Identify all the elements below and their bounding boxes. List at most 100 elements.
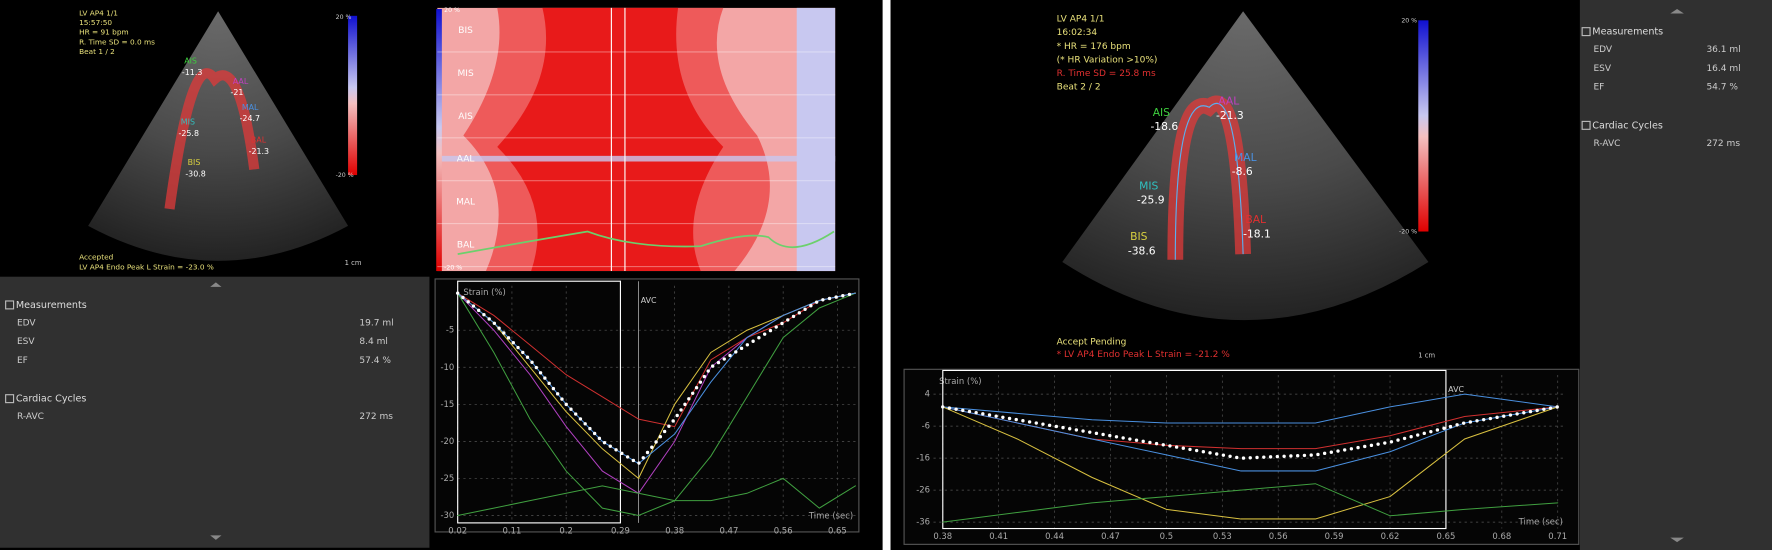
- echo-info: 16:02:34: [1057, 28, 1098, 38]
- segment-value: -11.3: [182, 68, 202, 77]
- segment-curve: [942, 406, 1559, 520]
- cycle-box: [457, 280, 621, 524]
- segment-name: AAL: [1218, 95, 1239, 108]
- roi: [164, 68, 260, 210]
- segment-value: -21.3: [249, 147, 269, 156]
- heatmap-row-label: BAL: [457, 241, 474, 251]
- measure-value: 36.1 ml: [1706, 45, 1740, 55]
- segment-value: -25.8: [179, 129, 199, 138]
- x-tick-label: 0.53: [1213, 531, 1232, 541]
- measure-name: R-AVC: [1593, 139, 1620, 149]
- segment-name: MIS: [181, 117, 195, 126]
- color-scale: [348, 15, 358, 176]
- segment-curve: [942, 406, 1559, 472]
- y-tick-label: 4: [925, 389, 930, 399]
- scale-top: 20 %: [444, 7, 460, 14]
- echo-sector: [88, 11, 349, 261]
- x-tick-label: 0.02: [448, 525, 467, 535]
- measure-name: EDV: [17, 318, 36, 328]
- x-tick-label: 0.65: [828, 525, 847, 535]
- scale-length: 1 cm: [345, 259, 362, 267]
- segment-name: MAL: [242, 103, 259, 112]
- x-axis-label: Time (sec): [808, 511, 853, 521]
- x-tick-label: 0.56: [774, 525, 793, 535]
- scale-length: 1 cm: [1418, 352, 1435, 360]
- segment-name: MAL: [1234, 151, 1257, 164]
- average-curve: [941, 405, 1560, 460]
- section-title: Measurements: [16, 300, 87, 311]
- echo-footer: Accept Pending: [1057, 338, 1127, 348]
- segment-value: -21.3: [1216, 109, 1244, 122]
- segment-value: -18.6: [1150, 120, 1178, 133]
- x-tick-label: 0.44: [1045, 531, 1064, 541]
- y-tick-label: -26: [916, 485, 930, 495]
- avc-label: AVC: [641, 296, 657, 305]
- collapse-icon[interactable]: [5, 394, 15, 404]
- measure-value: 57.4 %: [359, 356, 391, 366]
- echo-info: R. Time SD = 25.8 ms: [1057, 69, 1156, 79]
- segment-curve: [457, 477, 856, 516]
- measure-value: 272 ms: [1706, 139, 1740, 149]
- heatmap-row-label: MAL: [456, 198, 475, 208]
- heatmap: [436, 7, 836, 272]
- collapse-icon[interactable]: [5, 300, 15, 310]
- scale-top: 20 %: [1401, 17, 1417, 24]
- echo-info: HR = 91 bpm: [79, 28, 129, 37]
- echo-info: LV AP4 1/1: [79, 9, 118, 18]
- collapse-icon[interactable]: [1581, 120, 1591, 130]
- segment-value: -24.7: [240, 114, 260, 123]
- x-tick-label: 0.2: [559, 525, 572, 535]
- echo-info: (* HR Variation >10%): [1057, 55, 1158, 65]
- segment-name: BAL: [1245, 213, 1266, 226]
- echo-info: 15:57:50: [79, 18, 112, 27]
- segment-name: AIS: [1153, 106, 1170, 119]
- measure-name: ESV: [17, 337, 35, 347]
- measure-name: R-AVC: [17, 412, 44, 422]
- x-tick-label: 0.41: [989, 531, 1008, 541]
- heat-trace: [457, 230, 835, 255]
- y-tick-label: -15: [440, 399, 454, 409]
- segment-value: -38.6: [1128, 244, 1156, 257]
- echo-info: Beat 2 / 2: [1057, 82, 1101, 92]
- measurements-panel: [0, 276, 430, 548]
- avc-label: AVC: [1448, 385, 1464, 394]
- section-title: Cardiac Cycles: [1592, 120, 1663, 131]
- segment-value: -30.8: [185, 169, 205, 178]
- heat-zone: [796, 7, 836, 272]
- measure-name: EDV: [1593, 45, 1612, 55]
- segment-curve: [457, 292, 856, 465]
- segment-curve: [457, 292, 856, 516]
- y-tick-label: -20: [440, 436, 454, 446]
- x-tick-label: 0.71: [1548, 531, 1567, 541]
- segment-curve: [942, 483, 1559, 523]
- collapse-icon[interactable]: [1581, 27, 1591, 37]
- echo-info: LV AP4 1/1: [1057, 15, 1105, 25]
- measure-value: 8.4 ml: [359, 337, 388, 347]
- echo-info: * HR = 176 bpm: [1057, 42, 1131, 52]
- y-tick-label: -6: [922, 421, 930, 431]
- segment-name: MIS: [1139, 179, 1158, 192]
- x-tick-label: 0.56: [1269, 531, 1288, 541]
- heatmap-row-label: AAL: [457, 155, 475, 165]
- x-tick-label: 0.65: [1436, 531, 1455, 541]
- section-title: Cardiac Cycles: [16, 394, 87, 405]
- echo-info: R. Time SD = 0.0 ms: [79, 37, 155, 46]
- x-axis-label: Time (sec): [1518, 516, 1563, 526]
- x-tick-label: 0.47: [1101, 531, 1120, 541]
- measure-value: 54.7 %: [1706, 82, 1738, 92]
- segment-value: -21: [231, 88, 244, 97]
- cycle-box: [942, 369, 1447, 530]
- segment-value: -25.9: [1137, 193, 1165, 206]
- chart-panel: [434, 278, 860, 533]
- echo-footer: * LV AP4 Endo Peak L Strain = -21.2 %: [1057, 350, 1231, 360]
- separator: [882, 0, 891, 550]
- y-tick-label: -10: [440, 362, 454, 372]
- y-tick-label: -30: [440, 510, 454, 520]
- segment-curve: [942, 393, 1559, 424]
- measure-name: EF: [17, 356, 28, 366]
- color-scale: [436, 9, 442, 272]
- segment-value: -18.1: [1243, 227, 1271, 240]
- echo-info: Beat 1 / 2: [79, 47, 115, 56]
